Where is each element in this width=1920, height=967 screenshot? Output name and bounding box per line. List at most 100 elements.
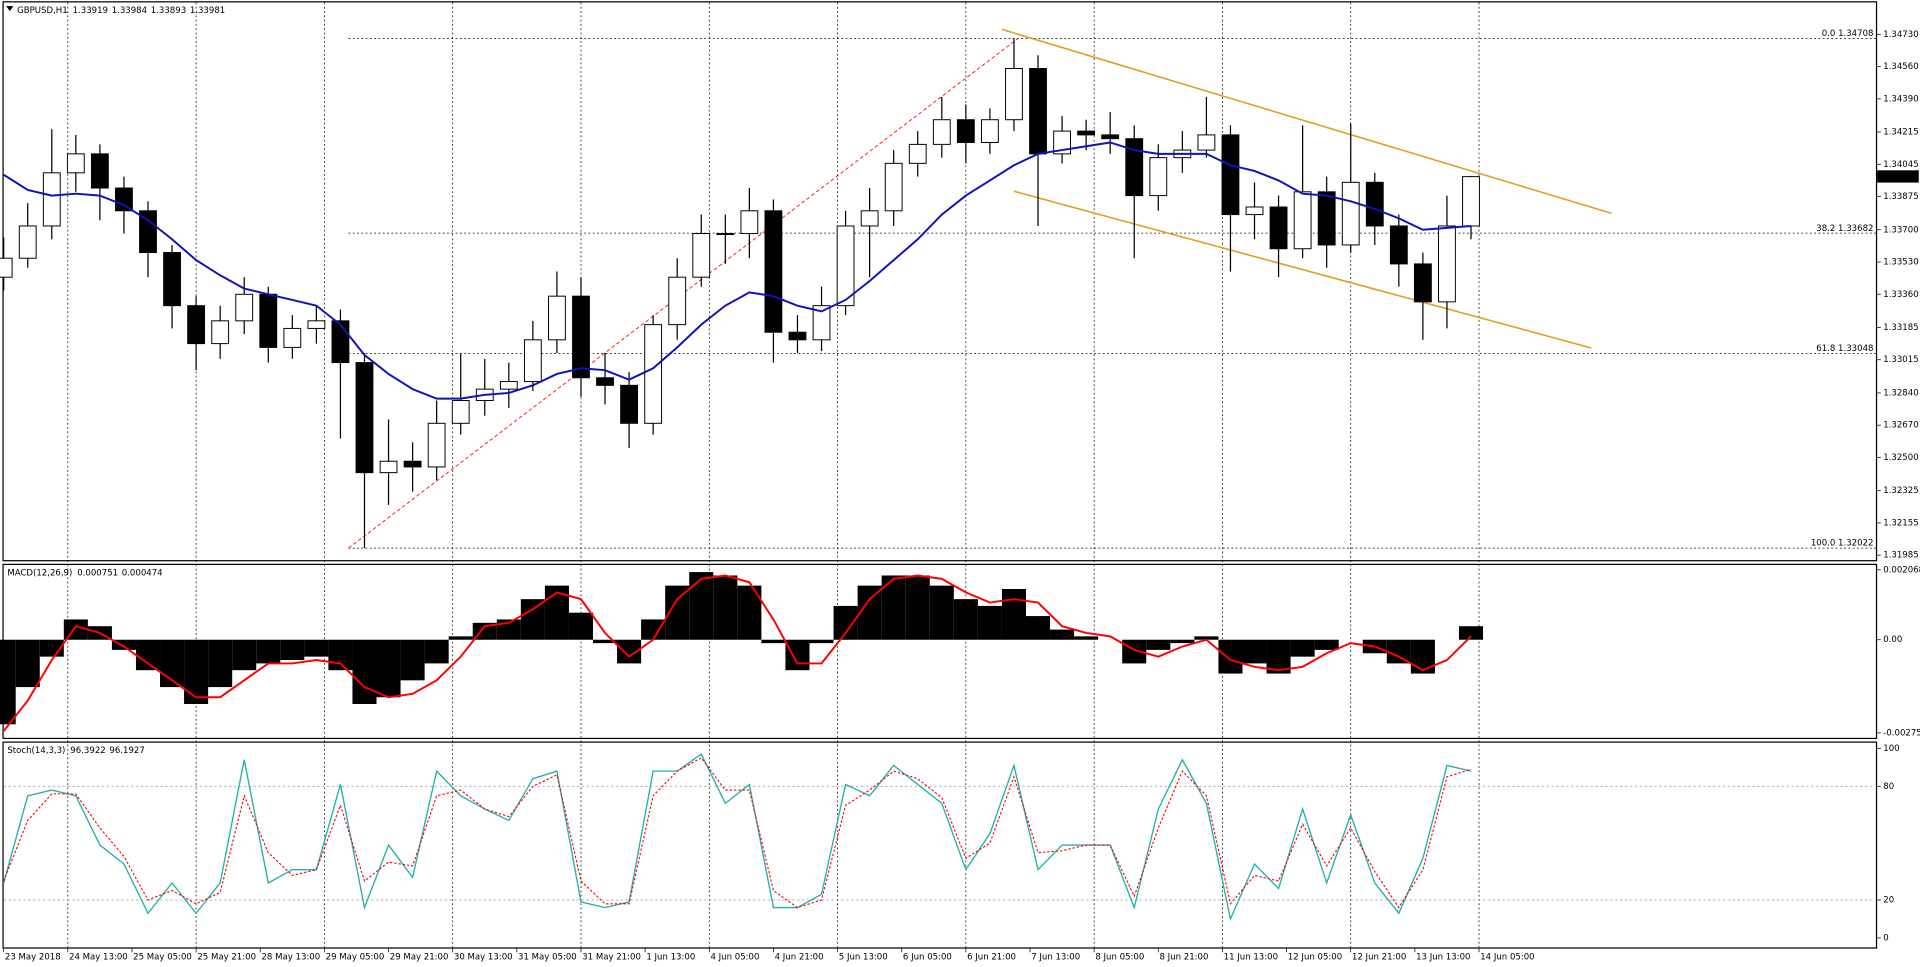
- macd-bar: [617, 639, 642, 664]
- channel-line: [1001, 28, 1612, 215]
- x-tick-label: 23 May 2018: [5, 953, 61, 963]
- x-tick-label: 1 Jun 13:00: [646, 953, 695, 963]
- candle-body: [1197, 134, 1216, 151]
- menu-triangle[interactable]: [6, 6, 14, 12]
- y-tick-label: 1.31985: [1883, 551, 1918, 561]
- macd-bar: [905, 575, 930, 640]
- indicator-value: 96.3922: [70, 746, 105, 756]
- macd-bar: [352, 639, 377, 704]
- macd-bar: [929, 585, 954, 640]
- y-tick-label: 1.32840: [1883, 388, 1918, 398]
- candle-body: [932, 119, 951, 145]
- indicator-name: GBPUSD,H1: [17, 5, 68, 15]
- candle-body: [740, 210, 759, 235]
- candle-body: [1005, 67, 1023, 121]
- candle-body: [764, 210, 783, 333]
- candle-body: [379, 460, 398, 474]
- candle-body: [644, 324, 663, 424]
- candle-body: [1125, 138, 1144, 197]
- macd-bar: [953, 599, 978, 640]
- macd-bar: [1458, 626, 1484, 640]
- candle-body: [1077, 130, 1096, 136]
- candle-body: [716, 233, 735, 236]
- candle-body: [307, 320, 326, 329]
- channel-line: [1013, 190, 1592, 349]
- x-tick-label: 4 Jun 05:00: [710, 953, 759, 963]
- x-tick-label: 29 May 21:00: [390, 953, 449, 963]
- candle-body: [523, 339, 542, 383]
- indicator-value: 1.33984: [112, 5, 147, 15]
- candle-body: [1341, 181, 1360, 246]
- x-tick-label: 25 May 21:00: [197, 953, 256, 963]
- candle-body: [18, 225, 37, 259]
- candle-body: [668, 276, 687, 326]
- y-tick-label: 1.32325: [1883, 486, 1918, 496]
- macd-bar: [977, 605, 1002, 640]
- macd-bar: [1266, 639, 1291, 674]
- indicator-name: Stoch(14,3,3): [7, 746, 65, 756]
- candle-body: [1053, 130, 1071, 155]
- candle-body: [0, 257, 13, 278]
- candle-body: [139, 210, 157, 254]
- fib-level-label: 0.0 1.34708: [1822, 29, 1874, 39]
- candle-body: [812, 305, 831, 341]
- current-price: 1.33981: [1881, 172, 1916, 182]
- x-tick-label: 8 Jun 21:00: [1160, 953, 1209, 963]
- x-tick-label: 8 Jun 05:00: [1095, 953, 1144, 963]
- macd-bar: [1410, 639, 1435, 674]
- y-tick-label: 1.32500: [1883, 453, 1918, 463]
- y-tick-label: 80: [1883, 782, 1894, 792]
- y-tick-label: 0.002068: [1883, 565, 1920, 575]
- x-tick-label: 4 Jun 21:00: [775, 953, 824, 963]
- candle-body: [427, 422, 446, 468]
- macd-bar: [184, 639, 209, 704]
- panel-header: Stoch(14,3,3) 96.3922 96.1927: [7, 746, 144, 756]
- y-tick-label: 1.33530: [1883, 258, 1918, 268]
- macd-bar: [472, 622, 497, 640]
- candle-body: [211, 320, 230, 345]
- macd-bar: [713, 575, 738, 640]
- macd-bar: [376, 639, 401, 698]
- indicator-value: 0.000474: [122, 568, 163, 578]
- candle-body: [1269, 206, 1288, 250]
- y-tick-label: 1.32670: [1883, 421, 1918, 431]
- x-tick-label: 6 Jun 05:00: [903, 953, 952, 963]
- x-tick-label: 12 Jun 05:00: [1288, 953, 1342, 963]
- panel-header: MACD(12,26,9) 0.000751 0.000474: [7, 568, 162, 578]
- price-box: [1877, 170, 1919, 183]
- y-tick-label: 1.34730: [1883, 30, 1918, 40]
- candle-body: [548, 295, 566, 341]
- candle-body: [836, 225, 855, 307]
- candle-body: [403, 460, 422, 468]
- candle-body: [1365, 181, 1384, 227]
- fib-level-label: 100.0 1.32022: [1811, 539, 1874, 549]
- x-tick-label: 28 May 13:00: [261, 953, 320, 963]
- candle-body: [1389, 225, 1408, 265]
- candle-body: [163, 252, 181, 307]
- candle-body: [283, 327, 302, 348]
- macd-bar: [761, 639, 786, 644]
- macd-bar: [1050, 629, 1075, 640]
- y-tick-label: 100: [1883, 744, 1899, 754]
- candle-body: [1317, 191, 1336, 246]
- y-tick-label: 1.32155: [1883, 518, 1918, 528]
- candle-body: [1413, 263, 1432, 303]
- candle-body: [187, 305, 206, 345]
- stoch-line: [3, 757, 1472, 909]
- macd-bar: [256, 639, 281, 664]
- y-tick-label: 20: [1883, 896, 1894, 906]
- macd-bar: [857, 585, 882, 640]
- macd-bar: [1170, 639, 1195, 644]
- macd-bar: [568, 612, 594, 640]
- indicator-value: 1.33981: [190, 5, 225, 15]
- y-tick-label: 1.33185: [1883, 323, 1918, 333]
- macd-bar: [520, 599, 545, 640]
- y-tick-label: 1.34390: [1883, 94, 1918, 104]
- macd-bar: [1242, 639, 1267, 664]
- candle-body: [1245, 206, 1264, 216]
- macd-bar: [111, 639, 136, 650]
- indicator-value: 0.000751: [77, 568, 118, 578]
- x-tick-label: 24 May 13:00: [69, 953, 128, 963]
